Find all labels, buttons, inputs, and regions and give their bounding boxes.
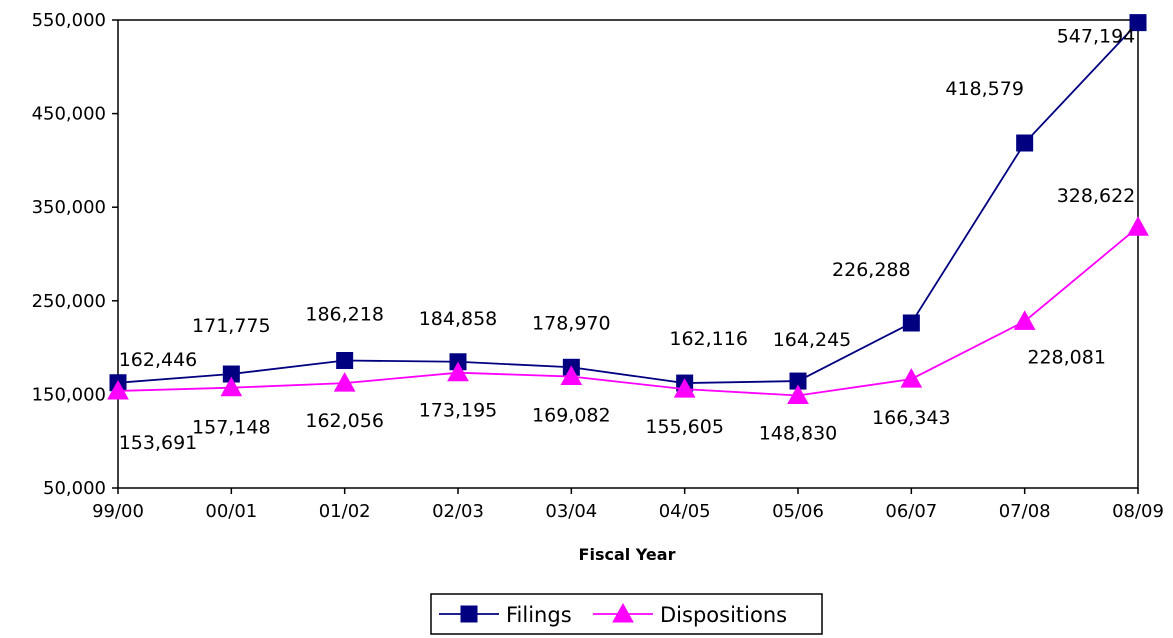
dispositions-data-label: 153,691 [119,432,198,454]
plot-border [117,19,1139,489]
filings-data-label: 162,116 [669,328,748,350]
dispositions-point [900,368,923,388]
filings-line [117,22,1139,384]
dispositions-point [107,379,129,400]
dispositions-point [220,376,243,397]
y-tick-label: 450,000 [32,104,106,125]
filings-point [1016,134,1034,152]
dispositions-point [560,365,583,386]
dispositions-point [447,361,469,382]
x-axis-title: Fiscal Year [579,545,676,564]
dispositions-data-label: 328,622 [1057,185,1136,207]
filings-data-label: 418,579 [945,78,1024,100]
legend-item-filings: Filings [439,603,572,627]
y-axis: 50,000 150,000 250,000 350,000 450,000 550,00… [32,10,118,499]
legend-label: Dispositions [660,603,787,627]
dispositions-point [1013,310,1036,330]
filings-data-label: 226,288 [832,259,911,281]
x-axis: 99/00 00/01 01/02 02/03 03/04 04/05 05/06 06/07… [92,488,1164,522]
legend-label: Filings [506,603,572,627]
y-tick-label: 150,000 [32,384,106,405]
series-dispositions [107,216,1149,404]
plot-area [117,19,1139,489]
y-tick-label: 550,000 [32,10,106,31]
filings-point [336,351,354,369]
dispositions-point [333,372,356,392]
series-layer [107,14,1149,404]
dispositions-data-label: 155,605 [645,416,724,438]
dispositions-data-label: 166,343 [872,407,951,429]
dispositions-point [1127,216,1149,236]
x-tick-label: 07/08 [999,501,1051,522]
dispositions-data-label: 157,148 [192,417,271,439]
data-labels: 162,446 171,775 186,218 184,858 178,970 162,1… [119,26,1136,454]
filings-data-label: 164,245 [773,329,852,351]
x-tick-label: 02/03 [432,501,484,522]
dispositions-data-label: 173,195 [419,400,498,422]
x-tick-label: 99/00 [92,501,144,522]
x-tick-label: 05/06 [772,501,824,522]
x-tick-label: 01/02 [319,501,371,522]
y-tick-label: 350,000 [32,197,106,218]
filings-point [1129,14,1147,32]
x-tick-label: 00/01 [205,501,257,522]
filings-data-label: 171,775 [192,315,271,337]
filings-data-label: 184,858 [419,308,498,330]
dispositions-line [117,226,1139,397]
y-tick-label: 50,000 [43,478,106,499]
dispositions-point [673,378,696,398]
legend-swatch-marker [460,605,478,623]
dispositions-data-label: 228,081 [1027,346,1106,368]
dispositions-data-label: 162,056 [305,410,384,432]
x-tick-label: 06/07 [885,501,937,522]
filings-data-label: 178,970 [532,312,611,334]
x-tick-label: 03/04 [545,501,597,522]
filings-data-label: 162,446 [119,349,198,371]
filings-data-label: 186,218 [305,303,384,325]
filings-point [902,314,920,332]
dispositions-data-label: 148,830 [759,422,838,444]
legend: Filings Dispositions [430,593,823,635]
x-tick-label: 08/09 [1112,501,1164,522]
legend-item-dispositions: Dispositions [593,602,787,627]
y-tick-label: 250,000 [32,291,106,312]
dispositions-point [787,384,809,404]
filings-data-label: 547,194 [1057,26,1136,48]
x-tick-label: 04/05 [659,501,711,522]
dispositions-data-label: 169,082 [532,405,611,427]
legend-swatch-marker [612,602,634,623]
